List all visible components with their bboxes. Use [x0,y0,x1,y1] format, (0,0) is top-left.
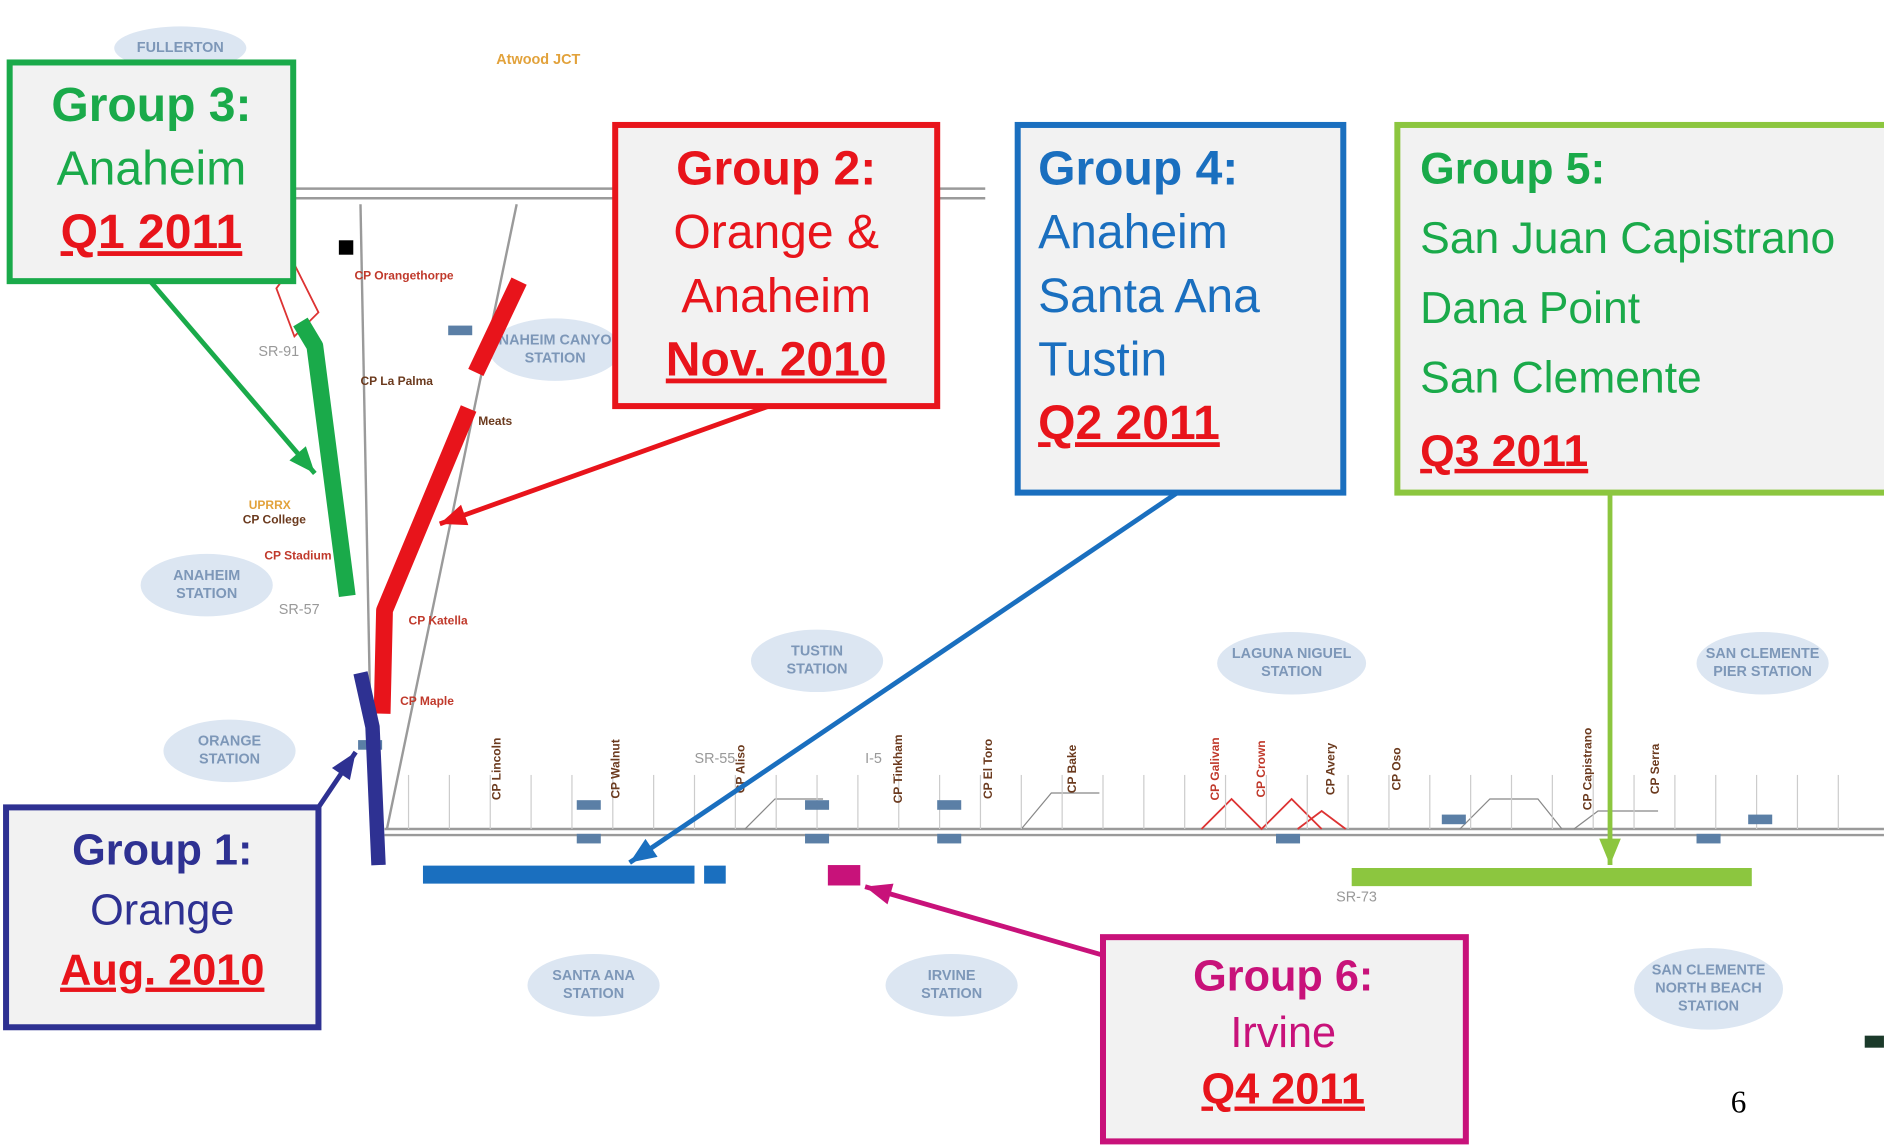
group-date: Q2 2011 [1038,397,1220,450]
control-point-label: CP Stadium [264,548,331,562]
signal [577,834,601,844]
group-title: Group 6: [1193,953,1373,1001]
page-number: 6 [1731,1085,1747,1120]
group-location: San Juan Capistrano [1420,214,1835,263]
group-title: Group 1: [72,826,252,874]
station-label: STATION [921,986,982,1002]
signal [1748,815,1772,825]
group-location: Irvine [1230,1009,1336,1057]
junction-label: Atwood JCT [496,52,580,68]
signal [937,834,961,844]
station-label: LAGUNA NIGUEL [1232,646,1352,662]
route-label: SR-57 [279,602,320,618]
control-point-label: UPRRX [249,498,291,512]
signal [805,800,829,810]
station-label: IRVINE [928,968,976,984]
station-label: SAN CLEMENTE [1652,963,1766,979]
marker [339,240,353,254]
control-point-label: CP Avery [1323,742,1337,795]
control-point-label: CP Galivan [1208,737,1222,800]
route-label: SR-55 [694,751,735,767]
control-point-label: CP Tinkham [891,734,905,803]
station-label: STATION [1261,664,1322,680]
signal [1697,834,1721,844]
group-location: Tustin [1038,334,1167,387]
station-label: STATION [176,586,237,602]
control-point-label: CP Serra [1648,743,1662,794]
group-title: Group 5: [1420,145,1605,194]
control-point-label: CP Walnut [609,739,623,798]
station-label: STATION [1678,999,1739,1015]
control-point-label: CP Oso [1390,747,1404,790]
station-label: TUSTIN [791,644,843,660]
slide: FULLERTON ANAHEIM STATION ORANGE STATION TUST… [0,0,1884,1145]
station-label: SAN CLEMENTE [1706,646,1820,662]
route-label: I-5 [865,751,882,767]
group-date: Q3 2011 [1420,427,1588,476]
control-point-label: CP Capistrano [1581,728,1595,810]
station-label: STATION [787,662,848,678]
group-location: Anaheim [57,142,247,195]
control-point-label: CP Lincoln [490,738,504,800]
page: {"groups":[ {"title":"Group 1:","lines":… [0,0,1884,1145]
group-title: Group 4: [1038,142,1238,195]
group-date: Nov. 2010 [666,334,887,387]
signal [937,800,961,810]
control-point-label: CP Orangethorpe [354,269,453,283]
station-label: STATION [563,986,624,1002]
station-label: PIER STATION [1713,664,1812,680]
group-date: Aug. 2010 [60,947,264,995]
signal [1442,815,1466,825]
project-segment [828,865,860,885]
group-title: Group 2: [676,142,876,195]
station-label: FULLERTON [137,40,224,56]
station-label: STATION [525,350,586,366]
signal [577,800,601,810]
group-date: Q1 2011 [61,206,243,259]
group-location: Anaheim [681,270,871,323]
route-label: SR-73 [1336,889,1377,905]
station-label: STATION [199,752,260,768]
control-point-label: CP Crown [1254,740,1268,797]
group-location: Santa Ana [1038,270,1260,323]
group-location: Orange & [673,206,879,259]
group-title: Group 3: [51,79,251,132]
group-location: San Clemente [1420,354,1702,403]
signal [448,326,472,336]
group-date: Q4 2011 [1201,1066,1365,1114]
station-label: ORANGE [198,734,262,750]
group-location: Anaheim [1038,206,1228,259]
control-point-label: CP College [243,512,306,526]
station-label: ANAHEIM CANYON [488,332,622,348]
signal [805,834,829,844]
control-point-label: CP La Palma [360,374,433,388]
control-point-label: CP Katella [409,613,468,627]
group-location: Dana Point [1420,284,1641,333]
control-point-label: CP Maple [400,694,454,708]
group-location: Orange [90,887,234,935]
control-point-label: CP El Toro [981,739,995,799]
station-label: NORTH BEACH [1655,981,1761,997]
station-label: ANAHEIM [173,568,240,584]
route-label: SR-91 [258,344,299,360]
marker [1865,1036,1884,1048]
control-point-label: CP Bake [1065,744,1079,793]
signal [1276,834,1300,844]
control-point-label: Meats [478,414,512,428]
station-label: SANTA ANA [552,968,635,984]
